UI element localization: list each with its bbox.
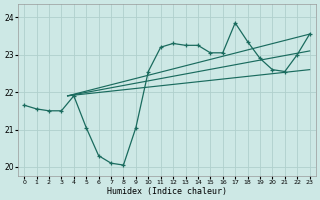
- X-axis label: Humidex (Indice chaleur): Humidex (Indice chaleur): [107, 187, 227, 196]
